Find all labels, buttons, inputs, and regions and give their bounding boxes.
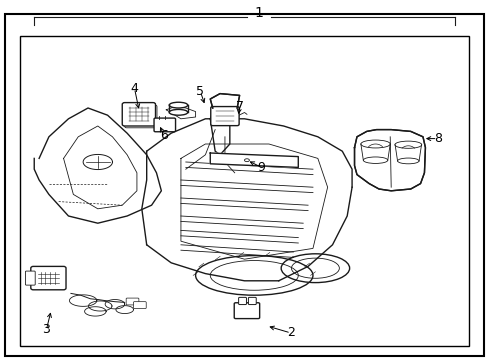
Text: 4: 4 bbox=[130, 82, 138, 95]
FancyBboxPatch shape bbox=[133, 302, 146, 309]
FancyBboxPatch shape bbox=[154, 118, 175, 132]
Text: 1: 1 bbox=[254, 6, 263, 19]
FancyBboxPatch shape bbox=[210, 107, 239, 126]
FancyBboxPatch shape bbox=[238, 297, 246, 305]
Text: 8: 8 bbox=[433, 132, 441, 145]
FancyBboxPatch shape bbox=[25, 271, 35, 285]
Ellipse shape bbox=[169, 102, 187, 108]
Text: 2: 2 bbox=[286, 327, 294, 339]
Text: 7: 7 bbox=[235, 100, 243, 113]
Polygon shape bbox=[354, 130, 425, 191]
Text: 6: 6 bbox=[160, 129, 167, 141]
FancyBboxPatch shape bbox=[31, 266, 66, 290]
FancyBboxPatch shape bbox=[234, 303, 259, 319]
Polygon shape bbox=[210, 94, 239, 108]
FancyBboxPatch shape bbox=[248, 297, 256, 305]
Ellipse shape bbox=[169, 109, 187, 115]
Bar bbox=[20, 36, 468, 346]
FancyBboxPatch shape bbox=[126, 298, 139, 305]
FancyBboxPatch shape bbox=[122, 103, 155, 126]
Text: 3: 3 bbox=[42, 323, 50, 336]
Ellipse shape bbox=[244, 159, 249, 162]
Polygon shape bbox=[210, 153, 298, 167]
Text: 5: 5 bbox=[196, 85, 204, 98]
Text: 9: 9 bbox=[257, 161, 265, 174]
